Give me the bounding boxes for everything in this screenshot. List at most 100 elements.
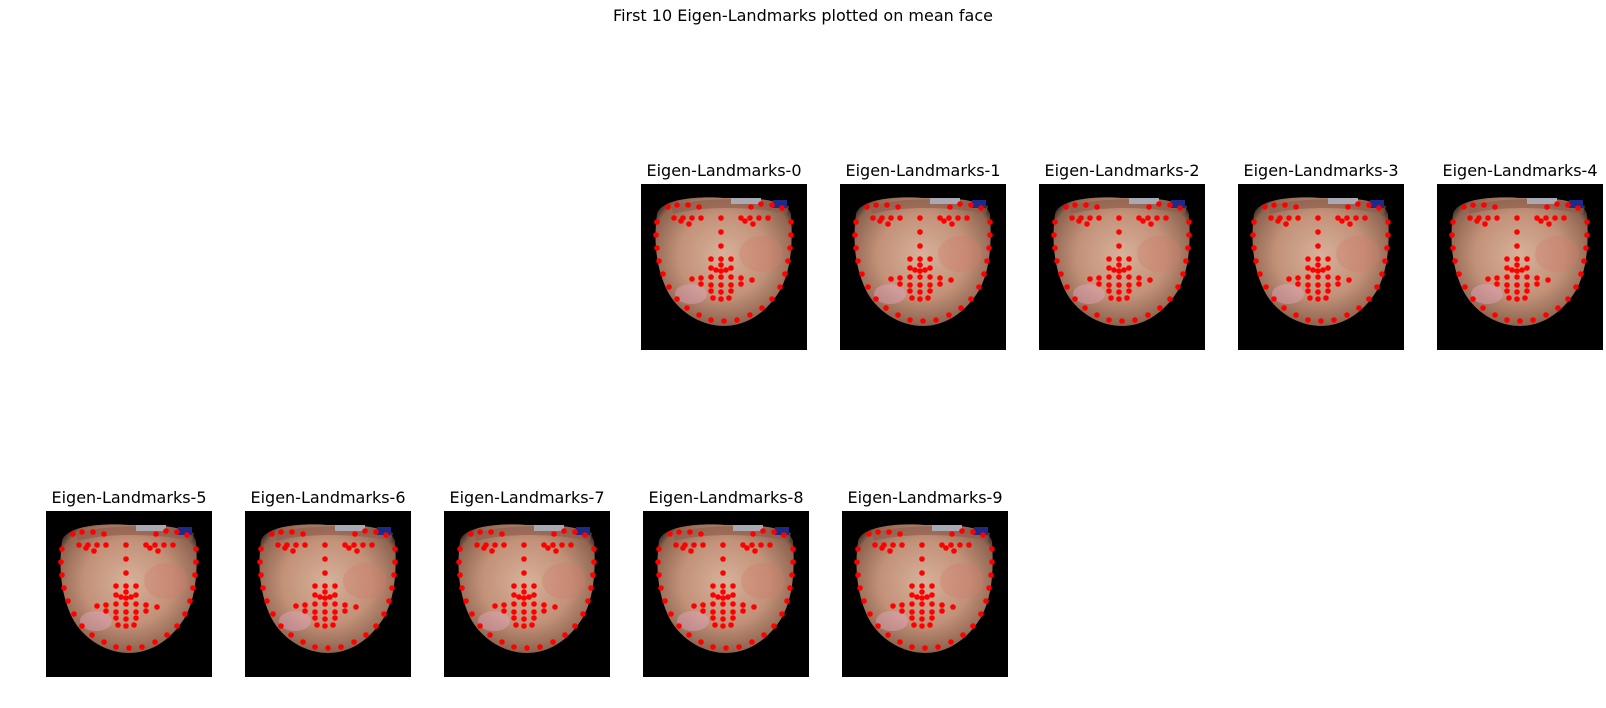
landmark-point — [61, 585, 67, 591]
landmark-point — [1126, 265, 1132, 271]
landmark-point — [1353, 215, 1359, 221]
landmark-point — [939, 602, 945, 608]
landmark-point — [1449, 232, 1455, 238]
landmark-point — [1084, 221, 1090, 227]
landmark-point — [1524, 282, 1530, 288]
landmark-point — [529, 622, 535, 628]
landmark-point — [718, 243, 724, 249]
landmark-point — [970, 529, 976, 535]
landmark-point — [1310, 267, 1316, 273]
landmark-point — [531, 609, 537, 615]
landmark-point — [710, 644, 716, 650]
landmark-point — [756, 215, 762, 221]
landmark-point — [1262, 204, 1268, 210]
landmark-point — [769, 202, 775, 208]
landmark-point — [552, 604, 558, 610]
landmark-point — [968, 202, 974, 208]
landmark-point — [662, 598, 668, 604]
landmark-point — [1305, 282, 1311, 288]
landmark-point — [689, 276, 695, 282]
landmark-point — [861, 598, 867, 604]
landmark-point — [521, 601, 527, 607]
landmark-point — [912, 267, 918, 273]
landmark-point — [779, 205, 785, 211]
landmark-point — [1524, 265, 1530, 271]
landmark-point — [1543, 215, 1549, 221]
landmark-point — [1307, 295, 1313, 301]
landmark-point — [133, 592, 139, 598]
landmark-point — [988, 572, 994, 578]
landmark-point — [656, 258, 662, 264]
landmark-point — [708, 288, 714, 294]
landmark-point — [853, 219, 859, 225]
landmark-point — [1069, 215, 1075, 221]
landmark-point — [1552, 215, 1558, 221]
landmark-point — [1315, 268, 1321, 274]
landmark-point — [718, 256, 724, 262]
landmark-point — [1119, 318, 1125, 324]
landmark-point — [312, 615, 318, 621]
landmark-point — [526, 594, 532, 600]
landmark-point — [1106, 282, 1112, 288]
landmark-point — [1136, 275, 1142, 281]
landmark-point — [708, 256, 714, 262]
landmark-point — [174, 623, 180, 629]
landmark-point — [726, 295, 732, 301]
landmark-point — [674, 202, 680, 208]
landmark-point — [948, 639, 954, 645]
landmark-point — [381, 611, 387, 617]
landmark-point — [325, 645, 331, 651]
landmark-point — [489, 548, 495, 554]
face-shape — [854, 197, 991, 326]
landmark-point — [738, 275, 744, 281]
landmark-point — [728, 622, 734, 628]
landmark-point — [386, 598, 392, 604]
landmark-point — [947, 204, 953, 210]
landmark-point — [870, 215, 876, 221]
landmark-point — [187, 598, 193, 604]
landmark-point — [986, 245, 992, 251]
landmark-point — [728, 288, 734, 294]
landmark-point — [293, 542, 299, 548]
landmark-point — [1385, 219, 1391, 225]
landmark-point — [123, 542, 129, 548]
landmark-point — [383, 532, 389, 538]
face-shape — [1252, 197, 1389, 326]
landmark-point — [852, 232, 858, 238]
landmark-point — [927, 256, 933, 262]
landmark-point — [708, 317, 714, 323]
landmark-point — [710, 592, 716, 598]
landmark-point — [720, 570, 726, 576]
landmark-point — [1295, 215, 1301, 221]
landmark-point — [1271, 202, 1277, 208]
landmark-point — [890, 603, 896, 609]
landmark-point — [302, 608, 308, 614]
landmark-point — [477, 623, 483, 629]
landmark-point — [927, 282, 933, 288]
landmark-point — [708, 282, 714, 288]
landmark-point — [1087, 276, 1093, 282]
landmark-point — [103, 608, 109, 614]
landmark-point — [951, 548, 957, 554]
landmark-point — [113, 615, 119, 621]
face-shape — [458, 524, 595, 653]
landmark-point — [698, 639, 704, 645]
mean-face-image — [641, 184, 807, 350]
landmark-point — [353, 604, 359, 610]
landmark-point — [720, 583, 726, 589]
landmark-point — [769, 296, 775, 302]
landmark-point — [154, 604, 160, 610]
landmark-point — [937, 281, 943, 287]
landmark-point — [909, 615, 915, 621]
landmark-point — [373, 529, 379, 535]
landmark-point — [957, 542, 963, 548]
landmark-point — [929, 609, 935, 615]
landmark-point — [1116, 282, 1122, 288]
landmark-point — [521, 542, 527, 548]
landmark-point — [919, 542, 925, 548]
face-shape — [655, 197, 792, 326]
landmark-point — [742, 218, 748, 224]
landmark-point — [330, 622, 336, 628]
landmark-point — [322, 583, 328, 589]
landmark-point — [524, 645, 530, 651]
